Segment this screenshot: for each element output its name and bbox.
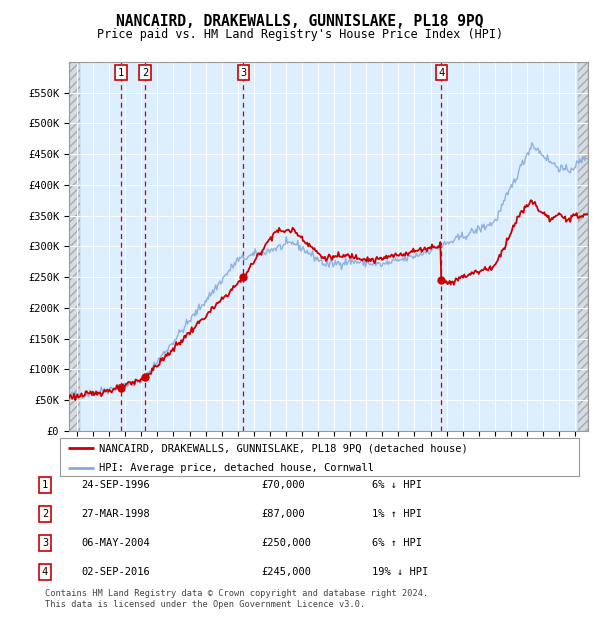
Text: 4: 4 xyxy=(42,567,48,577)
Text: 1: 1 xyxy=(118,68,124,78)
Text: 06-MAY-2004: 06-MAY-2004 xyxy=(81,538,150,548)
Text: £245,000: £245,000 xyxy=(261,567,311,577)
Text: 1: 1 xyxy=(42,480,48,490)
Text: 2: 2 xyxy=(42,509,48,519)
Text: £250,000: £250,000 xyxy=(261,538,311,548)
Text: NANCAIRD, DRAKEWALLS, GUNNISLAKE, PL18 9PQ (detached house): NANCAIRD, DRAKEWALLS, GUNNISLAKE, PL18 9… xyxy=(99,443,467,453)
Bar xyxy=(69,62,80,431)
Text: Price paid vs. HM Land Registry's House Price Index (HPI): Price paid vs. HM Land Registry's House … xyxy=(97,28,503,41)
Text: Contains HM Land Registry data © Crown copyright and database right 2024.
This d: Contains HM Land Registry data © Crown c… xyxy=(45,590,428,609)
Bar xyxy=(578,62,588,431)
Text: £70,000: £70,000 xyxy=(261,480,305,490)
Text: 02-SEP-2016: 02-SEP-2016 xyxy=(81,567,150,577)
Text: 3: 3 xyxy=(42,538,48,548)
Text: 19% ↓ HPI: 19% ↓ HPI xyxy=(372,567,428,577)
Text: 6% ↓ HPI: 6% ↓ HPI xyxy=(372,480,422,490)
Bar xyxy=(578,62,588,431)
Text: £87,000: £87,000 xyxy=(261,509,305,519)
Text: HPI: Average price, detached house, Cornwall: HPI: Average price, detached house, Corn… xyxy=(99,463,374,472)
Text: 24-SEP-1996: 24-SEP-1996 xyxy=(81,480,150,490)
Text: 3: 3 xyxy=(240,68,247,78)
Bar xyxy=(69,62,80,431)
Text: 2: 2 xyxy=(142,68,148,78)
Text: NANCAIRD, DRAKEWALLS, GUNNISLAKE, PL18 9PQ: NANCAIRD, DRAKEWALLS, GUNNISLAKE, PL18 9… xyxy=(116,14,484,29)
Text: 27-MAR-1998: 27-MAR-1998 xyxy=(81,509,150,519)
Text: 6% ↑ HPI: 6% ↑ HPI xyxy=(372,538,422,548)
Text: 4: 4 xyxy=(438,68,445,78)
FancyBboxPatch shape xyxy=(60,438,579,476)
Text: 1% ↑ HPI: 1% ↑ HPI xyxy=(372,509,422,519)
